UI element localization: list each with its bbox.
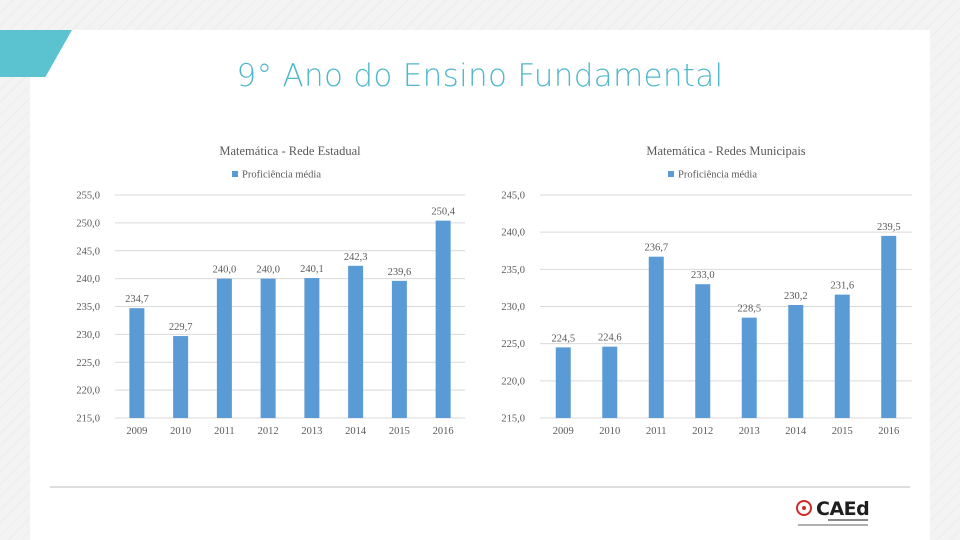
x-tick-label: 2014 bbox=[785, 426, 807, 437]
legend-label: Proficiência média bbox=[242, 170, 321, 181]
bar bbox=[173, 336, 189, 418]
data-label: 231,6 bbox=[830, 281, 854, 292]
data-label: 228,5 bbox=[737, 304, 761, 315]
y-tick-label: 220,0 bbox=[501, 376, 525, 387]
x-tick-label: 2013 bbox=[739, 426, 760, 437]
x-tick-label: 2014 bbox=[345, 426, 367, 437]
y-tick-label: 225,0 bbox=[76, 358, 100, 369]
x-tick-label: 2016 bbox=[433, 426, 454, 437]
x-tick-label: 2016 bbox=[878, 426, 899, 437]
caed-logo-subtitle bbox=[798, 524, 868, 526]
y-tick-label: 230,0 bbox=[76, 330, 100, 341]
caed-logo-tagline bbox=[828, 519, 868, 521]
y-tick-label: 235,0 bbox=[76, 302, 100, 313]
y-tick-label: 240,0 bbox=[501, 228, 525, 239]
bar bbox=[391, 280, 407, 418]
footer-divider bbox=[50, 486, 910, 488]
legend-label: Proficiência média bbox=[678, 170, 757, 181]
x-tick-label: 2012 bbox=[692, 426, 713, 437]
y-tick-label: 225,0 bbox=[501, 339, 525, 350]
data-label: 242,3 bbox=[344, 252, 368, 263]
x-tick-label: 2013 bbox=[301, 426, 322, 437]
y-tick-label: 220,0 bbox=[76, 386, 100, 397]
y-tick-label: 230,0 bbox=[501, 302, 525, 313]
y-tick-label: 215,0 bbox=[501, 414, 525, 425]
bar bbox=[348, 265, 364, 418]
chart-title: Matemática - Rede Estadual bbox=[219, 144, 361, 158]
x-tick-label: 2011 bbox=[214, 426, 235, 437]
data-label: 229,7 bbox=[169, 322, 193, 333]
chart-rede-estadual: Matemática - Rede Estadual Proficiência m… bbox=[76, 144, 465, 437]
bar bbox=[788, 305, 804, 418]
legend-swatch bbox=[232, 171, 238, 177]
data-label: 240,0 bbox=[256, 265, 280, 276]
bar bbox=[129, 308, 145, 418]
data-label: 234,7 bbox=[125, 294, 149, 305]
y-tick-label: 250,0 bbox=[76, 218, 100, 229]
y-tick-label: 245,0 bbox=[76, 246, 100, 257]
y-tick-label: 255,0 bbox=[76, 191, 100, 202]
data-label: 236,7 bbox=[644, 243, 668, 254]
x-tick-label: 2012 bbox=[258, 426, 279, 437]
data-label: 224,6 bbox=[598, 333, 622, 344]
caed-logo-icon bbox=[796, 500, 812, 516]
chart-title: Matemática - Redes Municipais bbox=[646, 144, 805, 158]
caed-logo: CAEd bbox=[796, 498, 886, 530]
bar bbox=[216, 278, 232, 418]
y-tick-label: 215,0 bbox=[76, 414, 100, 425]
y-tick-label: 235,0 bbox=[501, 265, 525, 276]
y-tick-label: 240,0 bbox=[76, 274, 100, 285]
slide-background bbox=[30, 30, 930, 540]
x-tick-label: 2010 bbox=[170, 426, 191, 437]
bar bbox=[602, 346, 618, 418]
page-title: 9° Ano do Ensino Fundamental bbox=[236, 58, 724, 94]
bar bbox=[881, 235, 897, 418]
chart-legend: Proficiência média bbox=[668, 170, 757, 181]
data-label: 233,0 bbox=[691, 270, 715, 281]
data-label: 240,1 bbox=[300, 264, 324, 275]
x-tick-label: 2009 bbox=[126, 426, 147, 437]
bar bbox=[435, 220, 451, 418]
bar bbox=[695, 284, 711, 418]
x-tick-label: 2015 bbox=[389, 426, 410, 437]
x-tick-label: 2010 bbox=[599, 426, 620, 437]
x-tick-label: 2011 bbox=[646, 426, 667, 437]
bar bbox=[648, 256, 664, 418]
bar bbox=[741, 317, 757, 418]
data-label: 224,5 bbox=[551, 333, 575, 344]
legend-swatch bbox=[668, 171, 674, 177]
chart-redes-municipais: Matemática - Redes Municipais Proficiênci… bbox=[501, 144, 912, 437]
data-label: 239,5 bbox=[877, 222, 901, 233]
bar bbox=[304, 278, 320, 418]
x-tick-label: 2015 bbox=[832, 426, 853, 437]
chart-legend: Proficiência média bbox=[232, 170, 321, 181]
data-label: 230,2 bbox=[784, 291, 808, 302]
data-label: 250,4 bbox=[431, 207, 455, 218]
y-tick-label: 245,0 bbox=[501, 191, 525, 202]
data-label: 239,6 bbox=[388, 267, 412, 278]
caed-logo-text: CAEd bbox=[816, 498, 870, 520]
bar bbox=[834, 294, 850, 418]
bar bbox=[260, 278, 276, 418]
data-label: 240,0 bbox=[213, 265, 237, 276]
x-tick-label: 2009 bbox=[553, 426, 574, 437]
bar bbox=[555, 347, 571, 418]
